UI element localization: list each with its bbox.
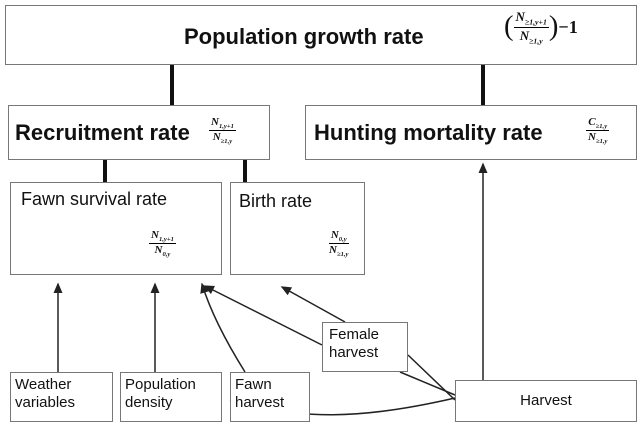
formula-base: N xyxy=(588,131,596,144)
formula-base: C xyxy=(588,116,596,128)
formula-base: N xyxy=(211,116,219,128)
formula-term: N≥1,y xyxy=(327,244,350,258)
formula-term: C≥1,y xyxy=(586,116,610,132)
node-box: Fawn survival rate N1,y+1 N0,y xyxy=(10,182,222,275)
formula-base: N xyxy=(212,131,221,144)
hierarchy-links xyxy=(103,65,485,182)
formula-subscript: 0,y xyxy=(338,236,347,244)
formula-suffix: −1 xyxy=(558,16,578,37)
formula-term: N0,y xyxy=(328,229,349,245)
fraction: C≥1,y N≥1,y xyxy=(586,116,610,145)
formula-subscript: 1,y+1 xyxy=(158,236,174,244)
fraction: N≥1,y+1 N≥1,y xyxy=(513,9,549,46)
paren: ( xyxy=(504,10,514,42)
node-box: Fawn harvest xyxy=(230,372,310,422)
fraction: N0,y N≥1,y xyxy=(327,229,350,258)
formula-term: N≥1,y xyxy=(518,28,545,46)
formula-base: N xyxy=(330,229,339,241)
formula: N1,y+1 N0,y xyxy=(149,229,176,258)
node-box: Population density xyxy=(120,372,222,422)
node-label: Fawn harvest xyxy=(235,376,285,411)
formula-base: N xyxy=(151,229,159,241)
formula-subscript: ≥1,y xyxy=(336,251,349,259)
formula-term: N≥1,y+1 xyxy=(513,9,549,28)
formula: N1,y+1 N≥1,y xyxy=(209,116,236,145)
formula-term: N1,y+1 xyxy=(209,116,236,132)
node-box: Harvest xyxy=(455,380,637,422)
formula-base: N xyxy=(515,9,525,24)
formula-subscript: ≥1,y xyxy=(595,138,608,146)
node-label: Recruitment rate xyxy=(15,120,190,145)
formula: (N≥1,y+1 N≥1,y) −1 xyxy=(504,9,578,45)
formula-subscript: ≥1,y xyxy=(220,138,233,146)
formula-term: N≥1,y xyxy=(586,131,609,145)
formula-base: N xyxy=(154,244,163,257)
node-box: Hunting mortality rate C≥1,y N≥1,y xyxy=(305,105,637,160)
node-label: Population growth rate xyxy=(184,24,424,49)
formula-subscript: ≥1,y+1 xyxy=(524,17,547,27)
node-label: Population density xyxy=(125,376,196,411)
harvest-links xyxy=(399,354,456,401)
formula-subscript: ≥1,y xyxy=(595,123,608,131)
formula-base: N xyxy=(519,27,530,43)
formula-subscript: ≥1,y xyxy=(529,36,543,46)
node-box: Population growth rate (N≥1,y+1 N≥1,y) −1 xyxy=(5,5,637,65)
paren: ) xyxy=(548,10,559,42)
node-label: Fawn survival rate xyxy=(21,189,168,209)
node-label: Hunting mortality rate xyxy=(314,120,543,145)
formula-subscript: 1,y+1 xyxy=(218,123,234,131)
formula-base: N xyxy=(329,244,337,257)
formula: C≥1,y N≥1,y xyxy=(586,116,610,145)
node-label: Weather variables xyxy=(15,376,76,411)
formula-term: N0,y xyxy=(153,244,173,258)
fraction: N1,y+1 N0,y xyxy=(149,229,176,258)
formula: N0,y N≥1,y xyxy=(327,229,350,258)
node-box: Recruitment rate N1,y+1 N≥1,y xyxy=(8,105,270,160)
formula-subscript: 0,y xyxy=(162,251,171,259)
node-box: Weather variables xyxy=(10,372,113,422)
node-box: Birth rate N0,y N≥1,y xyxy=(230,182,365,275)
node-label: Harvest xyxy=(520,392,572,409)
formula-term: N1,y+1 xyxy=(149,229,176,245)
fraction: N1,y+1 N≥1,y xyxy=(209,116,236,145)
node-label: Birth rate xyxy=(239,191,313,211)
formula-term: N≥1,y xyxy=(211,131,234,145)
node-box: Female harvest xyxy=(322,322,408,372)
node-label: Female harvest xyxy=(329,326,380,361)
